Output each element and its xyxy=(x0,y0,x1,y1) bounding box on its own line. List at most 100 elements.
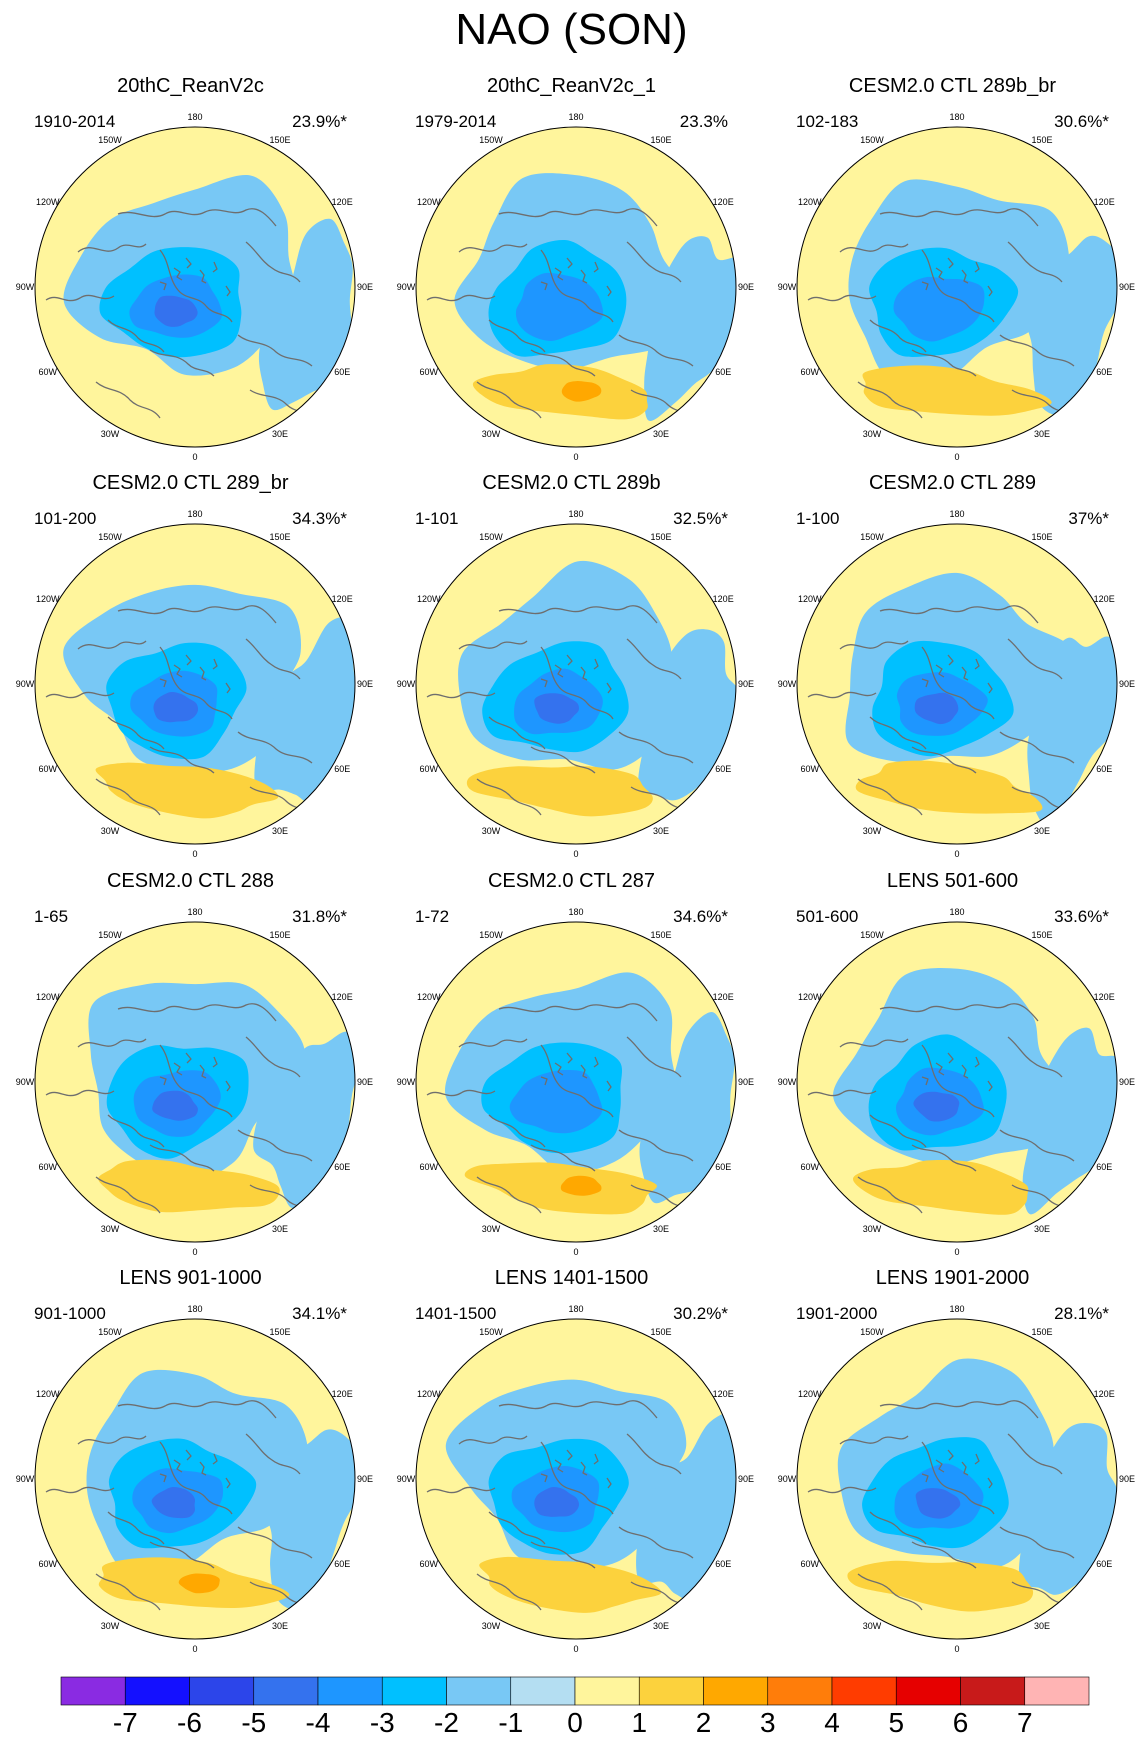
map-panel: 180 150E 120E 90E 60E 30E 0 30W 60W 90W 120W 150W LE… xyxy=(762,1192,1143,1654)
longitude-label: 90E xyxy=(1119,282,1135,292)
coastline-segment xyxy=(921,1473,929,1483)
coastline-segment xyxy=(869,716,927,750)
longitude-label: 90W xyxy=(778,1474,797,1484)
map-boundary xyxy=(34,1318,356,1640)
coastline-segment xyxy=(173,1062,183,1076)
coastline-segment xyxy=(554,1062,564,1076)
negative-contour-4 xyxy=(534,1487,580,1517)
negative-region-east xyxy=(639,1012,735,1204)
longitude-label: 60W xyxy=(801,1162,820,1172)
longitude-label: 150W xyxy=(98,135,122,145)
longitude-label: 90E xyxy=(738,282,754,292)
longitude-label: 0 xyxy=(954,849,959,859)
longitude-label: 60W xyxy=(39,367,58,377)
polar-map: 180 150E 120E 90E 60E 30E 0 30W 60W 90W 120W 150W xyxy=(778,1304,1135,1654)
coastline-segment xyxy=(107,1114,165,1148)
map-boundary xyxy=(415,921,737,1243)
longitude-label: 60W xyxy=(420,367,439,377)
map-panel: 180 150E 120E 90E 60E 30E 0 30W 60W 90W 120W 150W 20… xyxy=(381,0,762,462)
coastline-segment xyxy=(839,1435,909,1445)
longitude-label: 150E xyxy=(1031,135,1052,145)
longitude-label: 30E xyxy=(653,429,669,439)
longitude-label: 120W xyxy=(36,992,60,1002)
colorbar-swatch xyxy=(317,1676,383,1706)
coastline-segment xyxy=(95,1176,161,1214)
coastline-segment xyxy=(199,269,207,284)
positive-contour-2 xyxy=(98,1159,280,1213)
colorbar-swatch xyxy=(510,1676,576,1706)
coastline-segment xyxy=(530,1541,596,1569)
coastline-segment xyxy=(149,746,215,774)
coastline-segment xyxy=(1007,638,1063,680)
coastline-segment xyxy=(245,1036,301,1078)
longitude-label: 60E xyxy=(1096,1559,1112,1569)
longitude-label: 30E xyxy=(1034,429,1050,439)
longitude-label: 60E xyxy=(334,1559,350,1569)
longitude-label: 90E xyxy=(1119,1077,1135,1087)
coastline-segment xyxy=(921,646,995,720)
longitude-label: 120W xyxy=(36,1389,60,1399)
coastline-segment xyxy=(212,658,218,670)
longitude-label: 180 xyxy=(187,907,202,917)
panel-period: 901-1000 xyxy=(34,1304,106,1323)
coastline-segment xyxy=(488,1114,546,1148)
coastline-segment xyxy=(149,1144,215,1172)
coastline-segment xyxy=(593,1056,599,1068)
longitude-label: 0 xyxy=(192,849,197,859)
longitude-label: 60W xyxy=(420,764,439,774)
panel-title: CESM2.0 CTL 289 xyxy=(868,472,1037,494)
coastline-segment xyxy=(839,640,909,650)
polar-map: 180 150E 120E 90E 60E 30E 0 30W 60W 90W 120W 150W xyxy=(778,112,1135,462)
coastline-segment xyxy=(149,1541,215,1569)
longitude-label: 0 xyxy=(573,1644,578,1654)
colorbar-swatch xyxy=(960,1676,1026,1706)
longitude-label: 150W xyxy=(98,930,122,940)
longitude-label: 30E xyxy=(1034,1621,1050,1631)
longitude-label: 120W xyxy=(798,197,822,207)
colorbar-tick-label: 5 xyxy=(889,1707,905,1738)
coastline-segment xyxy=(458,1038,528,1048)
longitude-label: 120E xyxy=(713,197,734,207)
longitude-label: 0 xyxy=(573,452,578,462)
coastlines xyxy=(426,208,700,421)
map-boundary xyxy=(796,523,1118,845)
coastline-segment xyxy=(540,281,548,291)
panel-period: 1910-2014 xyxy=(34,112,116,131)
coastline-segment xyxy=(498,208,658,227)
longitude-label: 90W xyxy=(778,1077,797,1087)
coastline-segment xyxy=(566,257,573,269)
longitude-label: 120W xyxy=(417,1389,441,1399)
coastline-segment xyxy=(947,257,954,269)
colorbar-swatch xyxy=(189,1676,255,1706)
polar-map: 180 150E 120E 90E 60E 30E 0 30W 60W 90W 120W 150W xyxy=(397,509,754,859)
positive-contour-2 xyxy=(855,760,1043,814)
coastline-segment xyxy=(458,640,528,650)
negative-contour-4 xyxy=(153,691,199,723)
longitude-label: 0 xyxy=(954,1644,959,1654)
negative-region-east xyxy=(263,1429,355,1611)
longitude-label: 30W xyxy=(863,1621,882,1631)
coastline-segment xyxy=(869,319,927,353)
longitude-label: 150E xyxy=(1031,1327,1052,1337)
coastline-segment xyxy=(426,1486,496,1494)
coastline-segment xyxy=(911,349,977,377)
coastline-segment xyxy=(159,249,233,323)
longitude-label: 30W xyxy=(863,1224,882,1234)
coastline-segment xyxy=(580,1461,588,1476)
longitude-label: 60E xyxy=(334,1162,350,1172)
longitude-label: 90E xyxy=(357,1077,373,1087)
coastline-segment xyxy=(961,269,969,284)
polar-map: 180 150E 120E 90E 60E 30E 0 30W 60W 90W 120W 150W xyxy=(16,907,373,1257)
colorbar-swatch xyxy=(767,1676,833,1706)
coastline-segment xyxy=(107,319,165,353)
longitude-label: 150W xyxy=(98,532,122,542)
coastline-segment xyxy=(879,1400,1039,1419)
longitude-label: 90W xyxy=(397,1474,416,1484)
coastline-segment xyxy=(185,257,192,269)
negative-region-east xyxy=(1019,1422,1117,1595)
negative-region-east xyxy=(254,617,355,804)
map-boundary xyxy=(796,921,1118,1243)
longitude-label: 90E xyxy=(1119,679,1135,689)
longitude-label: 120E xyxy=(1094,1389,1115,1399)
coastline-segment xyxy=(554,664,564,678)
